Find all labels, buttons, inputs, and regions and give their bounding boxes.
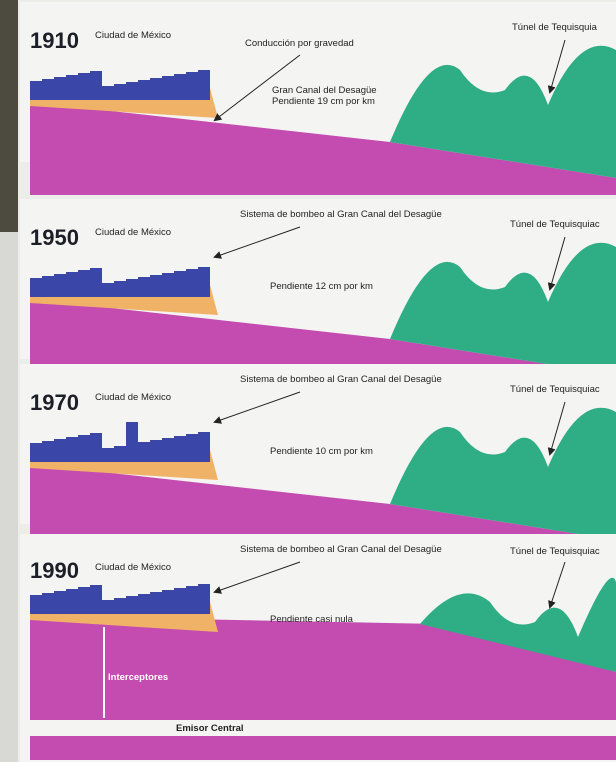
tunnel-label: Túnel de Tequisquia [512,22,598,33]
photo-edge [0,0,18,232]
system-label: Sistema de bombeo al Gran Canal del Desa… [240,544,442,555]
system-label: Sistema de bombeo al Gran Canal del Desa… [240,209,442,220]
city-label: Ciudad de México [95,562,171,573]
system-label: Sistema de bombeo al Gran Canal del Desa… [240,374,442,385]
tunnel-label: Túnel de Tequisquiac [510,546,600,557]
year: 1990 [30,558,79,583]
tunnel-label: Túnel de Tequisquiac [510,384,600,395]
city-label: Ciudad de México [95,30,171,41]
system-label: Conducción por gravedad [245,38,354,49]
year: 1910 [30,28,79,53]
emisor-tunnel [30,736,616,760]
year: 1970 [30,390,79,415]
city-label: Ciudad de México [95,227,171,238]
slope-label: Pendiente 12 cm por km [270,281,373,292]
slope-label: Pendiente 10 cm por km [270,446,373,457]
slope-label: Pendiente casi nula [270,614,354,625]
photo-edge [0,232,18,762]
tunnel-label: Túnel de Tequisquiac [510,219,600,230]
slope-label: Pendiente 19 cm por km [272,96,375,107]
year: 1950 [30,225,79,250]
emitter-label: Emisor Central [176,723,244,734]
poster: 1910 Ciudad de México Conducción por grave… [0,0,616,762]
interceptors-label: Interceptores [108,672,168,683]
city-label: Ciudad de México [95,392,171,403]
channel-label: Gran Canal del Desagüe [272,85,377,96]
